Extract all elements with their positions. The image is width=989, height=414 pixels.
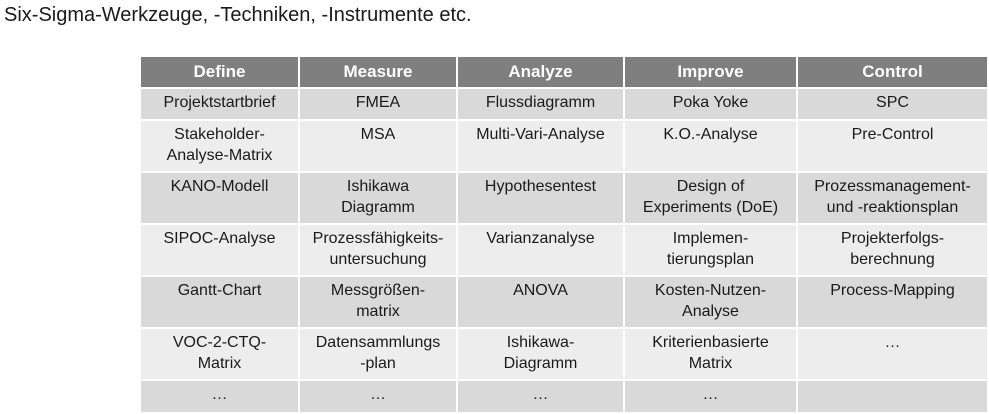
table-cell: VOC-2-CTQ- Matrix — [141, 329, 300, 381]
table-row: … … … … — [141, 381, 987, 414]
table-row: KANO-Modell Ishikawa Diagramm Hypothesen… — [141, 173, 987, 225]
table-cell: Flussdiagramm — [458, 89, 625, 121]
table-header-row: Define Measure Analyze Improve Control — [141, 57, 987, 89]
six-sigma-tools-table: Define Measure Analyze Improve Control P… — [141, 57, 987, 414]
table-cell: Varianzanalyse — [458, 225, 625, 277]
table-cell: … — [458, 381, 625, 414]
table-cell: Projektstartbrief — [141, 89, 300, 121]
table-cell: … — [625, 381, 798, 414]
table-row: SIPOC-Analyse Prozessfähigkeits- untersu… — [141, 225, 987, 277]
table-cell: K.O.-Analyse — [625, 121, 798, 173]
column-header-measure: Measure — [300, 57, 458, 89]
column-header-analyze: Analyze — [458, 57, 625, 89]
table-cell: MSA — [300, 121, 458, 173]
column-header-improve: Improve — [625, 57, 798, 89]
table-cell: Projekterfolgs- berechnung — [798, 225, 987, 277]
table-cell: Messgrößen- matrix — [300, 277, 458, 329]
table-cell: Pre-Control — [798, 121, 987, 173]
table-cell: Implemen- tierungsplan — [625, 225, 798, 277]
table-row: Projektstartbrief FMEA Flussdiagramm Pok… — [141, 89, 987, 121]
table-cell: Kriterienbasierte Matrix — [625, 329, 798, 381]
table-cell: Prozessmanagement- und -reaktionsplan — [798, 173, 987, 225]
table-cell: … — [141, 381, 300, 414]
table-cell: KANO-Modell — [141, 173, 300, 225]
table-cell: Kosten-Nutzen- Analyse — [625, 277, 798, 329]
table-cell: SIPOC-Analyse — [141, 225, 300, 277]
table-cell: Ishikawa Diagramm — [300, 173, 458, 225]
table-cell — [798, 381, 987, 414]
table-row: VOC-2-CTQ- Matrix Datensammlungs -plan I… — [141, 329, 987, 381]
page-title: Six-Sigma-Werkzeuge, -Techniken, -Instru… — [4, 4, 472, 26]
table-cell: … — [798, 329, 987, 381]
column-header-define: Define — [141, 57, 300, 89]
table-cell: Process-Mapping — [798, 277, 987, 329]
table-cell: Multi-Vari-Analyse — [458, 121, 625, 173]
table-cell: Stakeholder- Analyse-Matrix — [141, 121, 300, 173]
table-cell: Prozessfähigkeits- untersuchung — [300, 225, 458, 277]
table-cell: Hypothesentest — [458, 173, 625, 225]
table-cell: Datensammlungs -plan — [300, 329, 458, 381]
table-cell: Poka Yoke — [625, 89, 798, 121]
table-row: Gantt-Chart Messgrößen- matrix ANOVA Kos… — [141, 277, 987, 329]
table-cell: SPC — [798, 89, 987, 121]
column-header-control: Control — [798, 57, 987, 89]
table-cell: FMEA — [300, 89, 458, 121]
table-row: Stakeholder- Analyse-Matrix MSA Multi-Va… — [141, 121, 987, 173]
table-cell: ANOVA — [458, 277, 625, 329]
table-cell: … — [300, 381, 458, 414]
table-cell: Gantt-Chart — [141, 277, 300, 329]
table-cell: Ishikawa- Diagramm — [458, 329, 625, 381]
table-cell: Design of Experiments (DoE) — [625, 173, 798, 225]
